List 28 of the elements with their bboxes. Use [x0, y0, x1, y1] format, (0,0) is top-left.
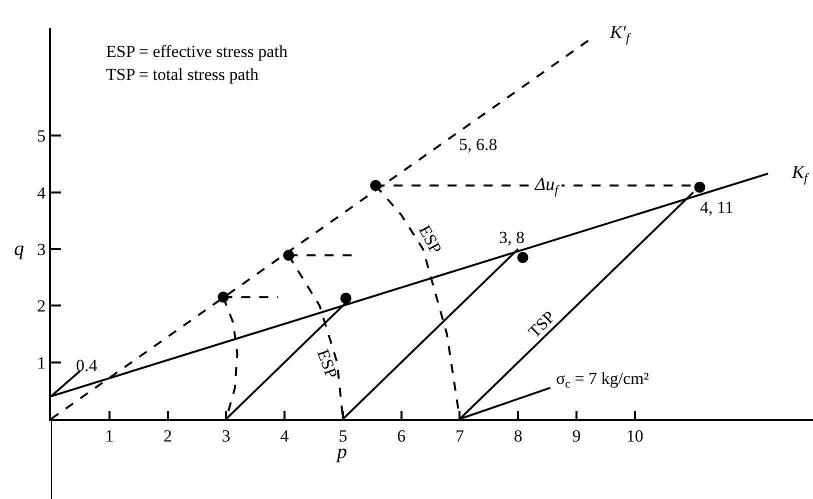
x-tick-label: 10 — [626, 426, 644, 446]
annotation: 0.4 — [76, 356, 98, 375]
annotation: K′$_{f}$ — [609, 22, 631, 45]
x-tick-label: 7 — [455, 426, 464, 446]
annotation: ESP — [414, 222, 446, 257]
annotation: TSP = total stress path — [106, 65, 260, 84]
annotation: 5, 6.8 — [459, 135, 498, 154]
x-tick-label: 6 — [397, 426, 406, 446]
x-tick-label: 8 — [514, 426, 522, 446]
x-tick-label: 2 — [164, 426, 172, 446]
y-tick-label: 3 — [37, 240, 46, 259]
y-tick-label: 1 — [37, 353, 46, 372]
annotation: TSP — [524, 307, 559, 342]
annotation: σ$_{c}$ = 7 kg/cm² — [556, 369, 649, 391]
annotation: 3, 8 — [499, 228, 524, 247]
x-tick-label: 9 — [572, 426, 581, 446]
annotation: Δu$_{f}$ — [534, 174, 560, 197]
x-tick-label: 3 — [222, 426, 230, 446]
annotation: ESP = effective stress path — [106, 42, 288, 61]
y-axis-title: q — [14, 238, 24, 260]
annotation: ESP — [313, 346, 342, 381]
annotation: K$_{f}$ — [791, 162, 810, 185]
y-tick-label: 4 — [37, 183, 46, 202]
annotation: 4, 11 — [700, 198, 734, 217]
x-tick-label: 1 — [105, 426, 114, 446]
y-tick-label: 2 — [37, 296, 46, 316]
y-tick-label: 5 — [37, 126, 46, 146]
x-tick-label: 4 — [280, 426, 290, 446]
